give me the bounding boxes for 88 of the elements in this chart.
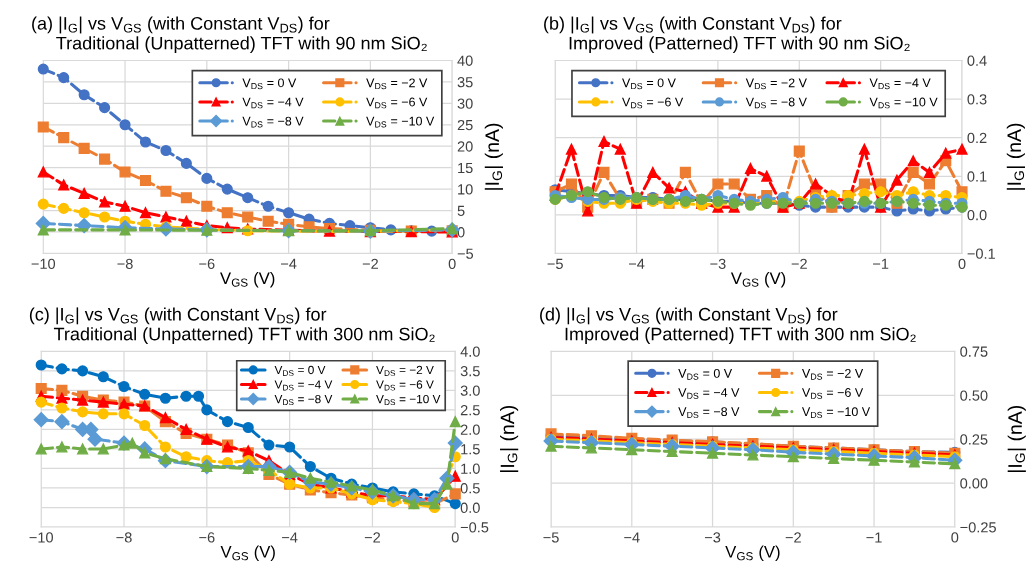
y-tick-label: 0.75 <box>960 346 988 357</box>
x-tick-label: 0 <box>951 532 959 543</box>
x-tick-label: −1 <box>866 532 882 543</box>
y-tick-label: 0.3 <box>967 94 987 105</box>
y-tick-label: 0.1 <box>967 171 987 182</box>
y-tick-label: 1.0 <box>461 463 480 474</box>
x-tick-label: −10 <box>31 258 56 270</box>
y-tick-label: 5 <box>457 205 465 216</box>
legend-label: V$_{DS}$ = −2 V <box>801 368 864 380</box>
legend-label: V$_{DS}$ = 0 V <box>242 78 297 90</box>
y-tick-label: 20 <box>457 141 473 152</box>
legend-label: V$_{DS}$ = −10 V <box>366 116 435 128</box>
y-tick-label: 15 <box>458 162 473 174</box>
legend-label: V$_{DS}$ = −10 V <box>801 407 871 419</box>
x-tick-label: −4 <box>282 532 298 543</box>
legend-label: V$_{DS}$ = −6 V <box>366 97 428 109</box>
legend-label: V$_{DS}$ = −4 V <box>274 380 333 391</box>
legend-label: V$_{DS}$ = −8 V <box>274 394 333 406</box>
x-tick-label: 0 <box>448 258 456 270</box>
x-tick-label: −6 <box>199 258 215 270</box>
y-tick-label: 0.25 <box>960 434 988 445</box>
chart-title: (b) |I$_{G}$| vs V$_{GS}$ (with Constant V$_{DS}$) for Improved (Patterned) TFT with 90 nm SiO₂ <box>544 16 910 54</box>
y-tick-label: 35 <box>457 77 473 88</box>
y-tick-label: −0.5 <box>460 522 489 533</box>
y-tick-label: 3.0 <box>460 385 480 396</box>
x-tick-label: −3 <box>704 532 721 543</box>
chart-title: (c) |I$_{G}$| vs V$_{GS}$ (with Constant V$_{DS}$) for Traditional (Unpatterned) TFT with 300 nm SiO₂ <box>29 307 435 344</box>
x-axis-title: V$_{GS}$ (V) <box>730 271 786 288</box>
y-tick-label: −0.1 <box>967 248 995 259</box>
x-tick-label: −8 <box>116 532 132 543</box>
x-axis-title: V$_{GS}$ (V) <box>220 271 275 288</box>
x-axis-title: V$_{GS}$ (V) <box>725 545 780 562</box>
legend-label: V$_{DS}$ = −4 V <box>242 97 304 109</box>
x-tick-label: −5 <box>543 532 559 543</box>
y-axis-title: |I$_{G}$| (nA) <box>1007 406 1026 472</box>
x-tick-label: −10 <box>29 532 53 543</box>
legend-label: V$_{DS}$ = 0 V <box>274 365 326 376</box>
x-tick-label: −2 <box>791 258 807 269</box>
x-tick-label: −4 <box>624 532 640 543</box>
y-tick-label: 25 <box>457 119 473 131</box>
y-tick-label: 4.0 <box>460 346 480 357</box>
legend-label: V$_{DS}$ = −2 V <box>376 365 434 376</box>
legend-label: V$_{DS}$ = −10 V <box>376 394 441 406</box>
y-tick-label: 3.5 <box>460 365 480 377</box>
legend-label: V$_{DS}$ = −2 V <box>745 78 807 90</box>
x-axis-title: V$_{GS}$ (V) <box>220 545 275 562</box>
y-tick-label: 0.00 <box>960 478 988 489</box>
y-axis-title: |I$_{G}$| (nA) <box>1006 123 1025 190</box>
y-tick-label: 2.5 <box>460 405 480 416</box>
y-tick-label: 0.50 <box>960 390 988 401</box>
y-tick-label: 0.0 <box>460 502 480 513</box>
y-tick-label: 30 <box>457 98 473 109</box>
legend-label: V$_{DS}$ = −6 V <box>801 388 864 399</box>
y-tick-label: −5 <box>457 248 474 259</box>
legend-label: V$_{DS}$ = 0 V <box>678 368 733 380</box>
y-tick-label: 40 <box>457 55 473 66</box>
y-tick-label: 2.0 <box>460 424 480 435</box>
x-tick-label: −2 <box>362 258 378 269</box>
legend-label: V$_{DS}$ = −4 V <box>869 78 931 90</box>
x-tick-label: −6 <box>199 532 215 543</box>
legend-label: V$_{DS}$ = −4 V <box>678 388 740 399</box>
chart-title: (a) |I$_{G}$| vs V$_{GS}$ (with Constant V$_{DS}$) for Traditional (Unpatterned) TFT with 90 nm SiO₂ <box>32 16 427 54</box>
legend-label: V$_{DS}$ = −8 V <box>242 116 304 128</box>
y-tick-label: 0.4 <box>967 55 987 66</box>
x-tick-label: −2 <box>785 532 801 543</box>
chart-title: (d) |I$_{G}$| vs V$_{GS}$ (with Constant V$_{DS}$) for Improved (Patterned) TFT with 300 nm SiO₂ <box>540 307 916 344</box>
x-tick-label: −1 <box>873 258 889 269</box>
legend-label: V$_{DS}$ = −8 V <box>678 407 740 419</box>
y-axis-title: |I$_{G}$| (nA) <box>500 406 519 472</box>
x-tick-label: −3 <box>710 258 726 270</box>
x-tick-label: −8 <box>117 258 133 270</box>
x-tick-label: −2 <box>364 532 381 543</box>
legend-label: V$_{DS}$ = −2 V <box>366 78 428 90</box>
y-tick-label: 1.5 <box>461 444 480 455</box>
legend-label: V$_{DS}$ = −6 V <box>622 97 684 109</box>
y-tick-label: 10 <box>458 184 473 195</box>
y-tick-label: 0.2 <box>967 132 987 144</box>
y-tick-label: 0.0 <box>967 209 987 221</box>
x-tick-label: −4 <box>628 258 645 269</box>
legend-label: V$_{DS}$ = −6 V <box>376 380 434 391</box>
x-tick-label: −5 <box>547 258 563 270</box>
legend-label: V$_{DS}$ = −10 V <box>869 97 938 109</box>
y-tick-label: 0.5 <box>460 483 480 494</box>
x-tick-label: −4 <box>281 258 297 269</box>
legend-label: V$_{DS}$ = 0 V <box>622 78 676 90</box>
y-axis-title: |I$_{G}$| (nA) <box>484 123 503 190</box>
y-tick-label: −0.25 <box>960 522 996 533</box>
legend-label: V$_{DS}$ = −8 V <box>745 97 807 109</box>
